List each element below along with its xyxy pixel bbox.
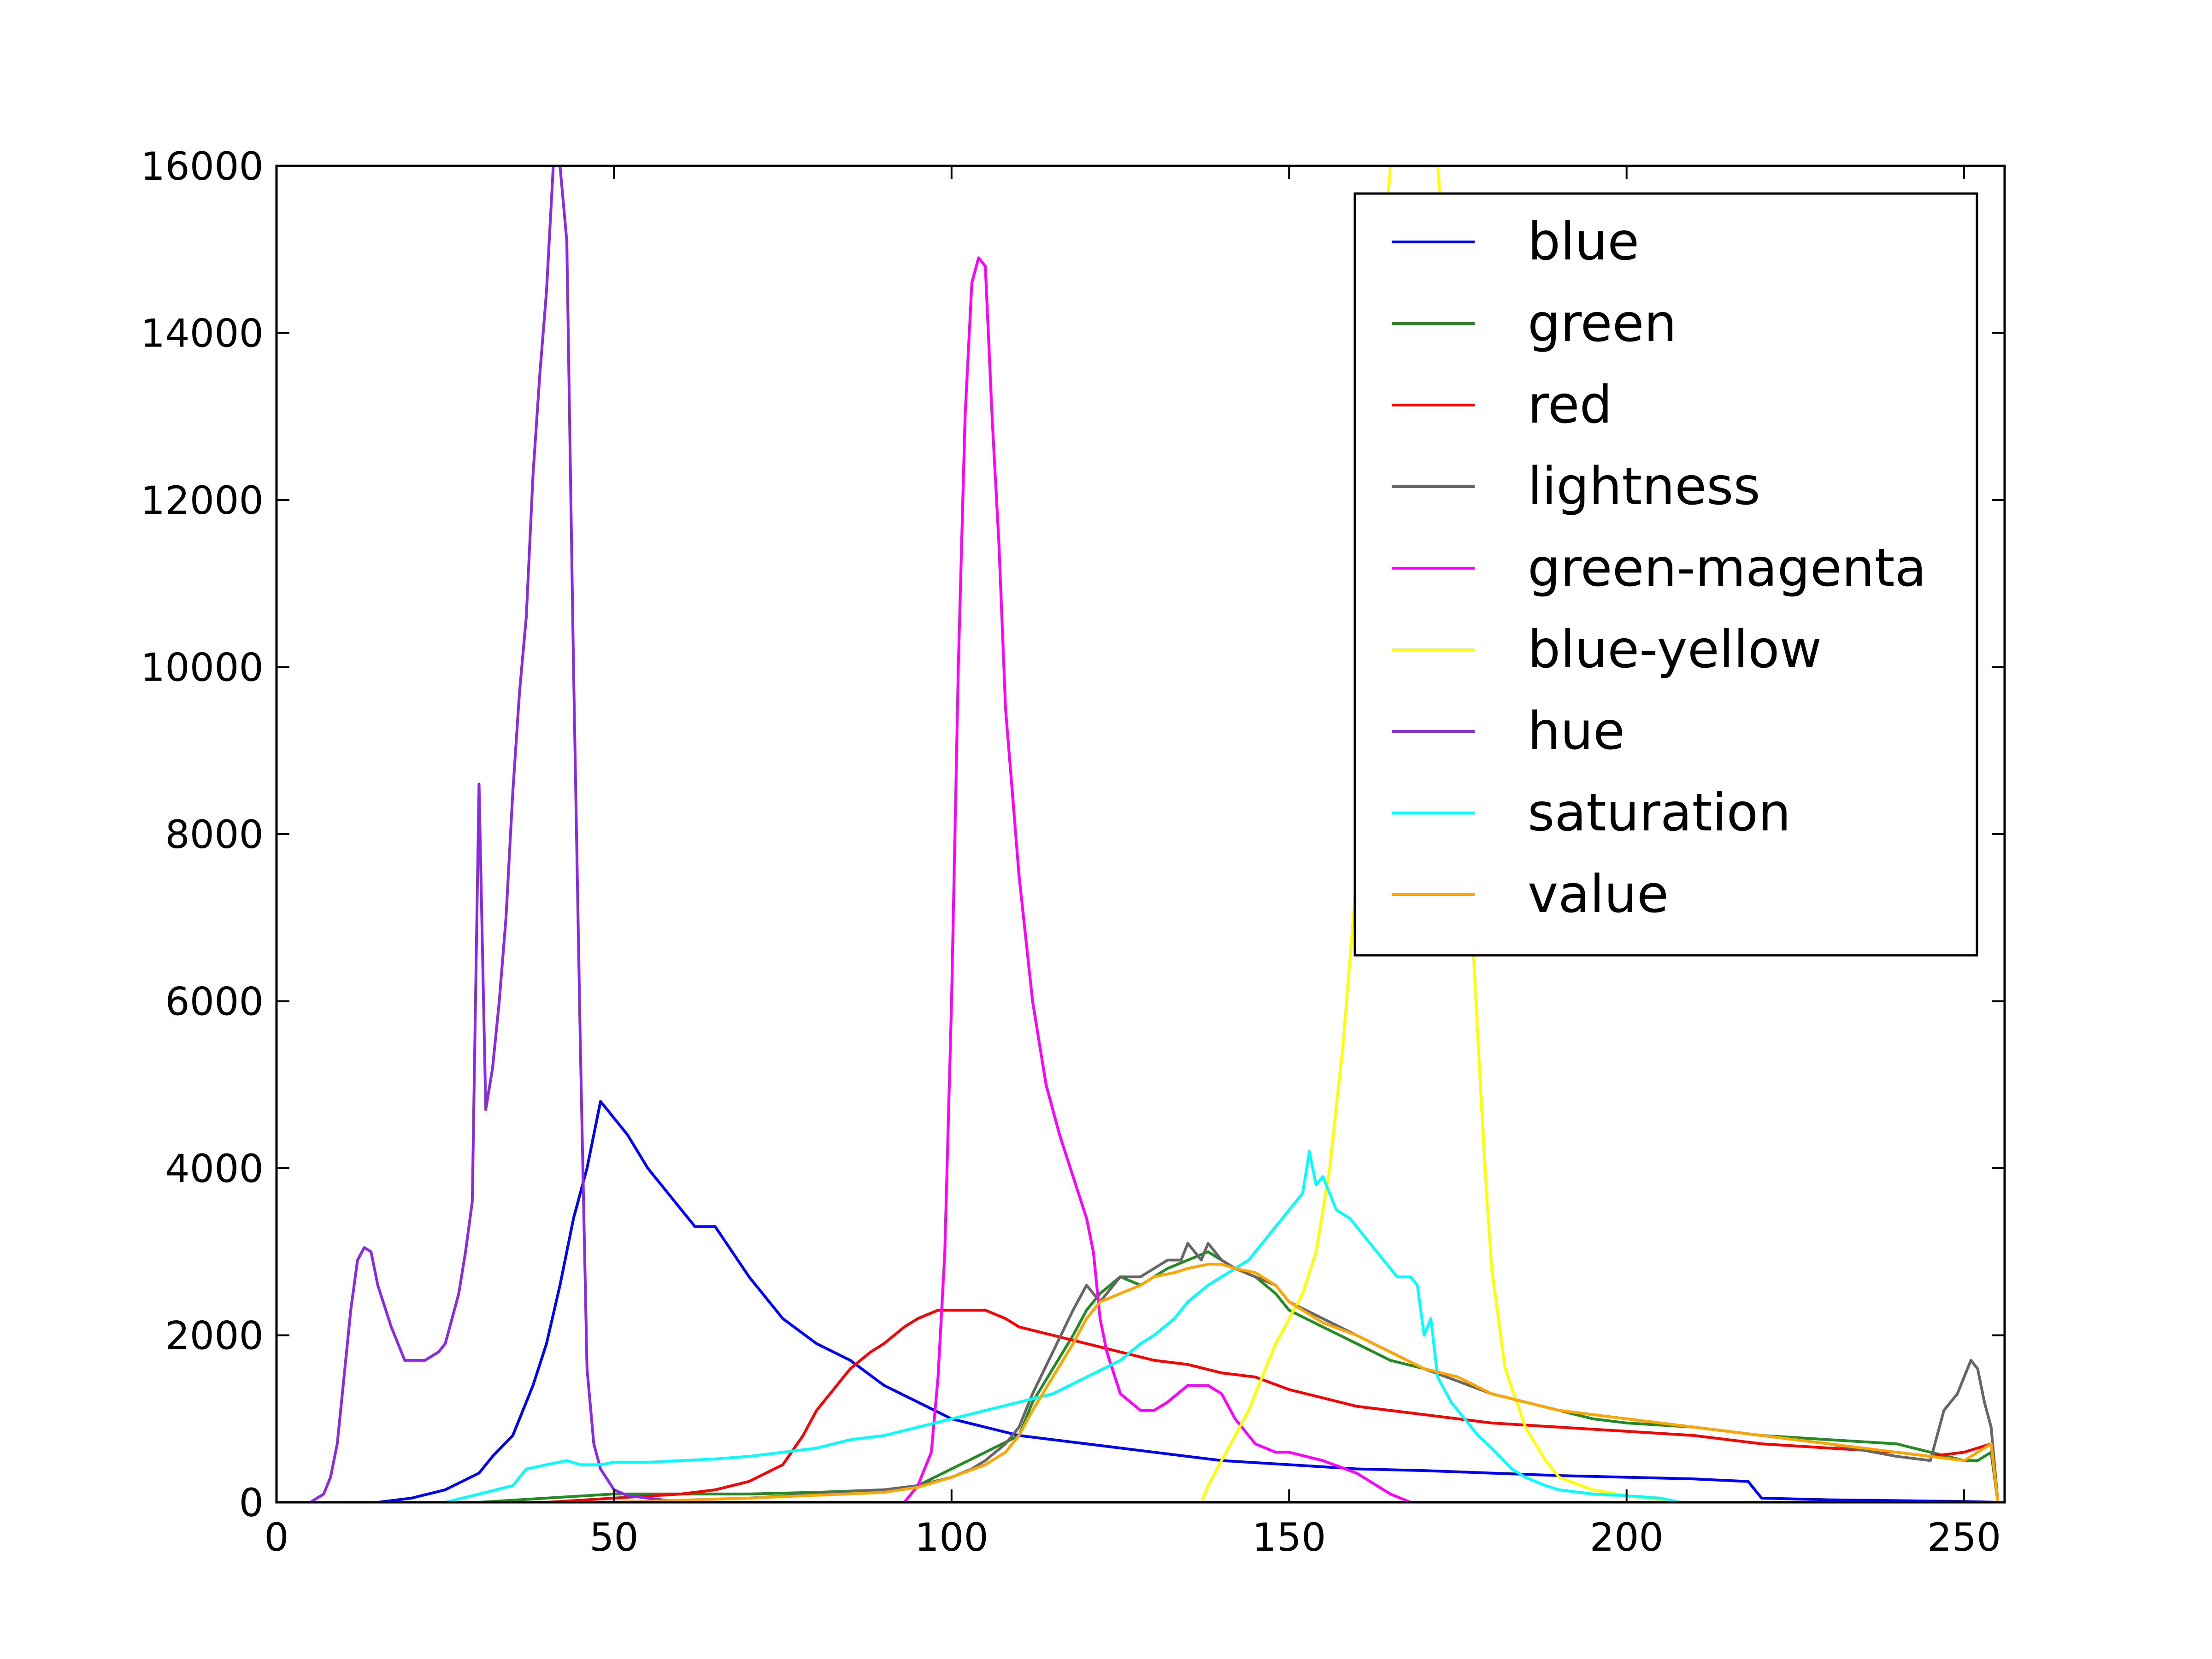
y-tick-label: 14000 <box>141 311 264 356</box>
series-line-lightness <box>276 1242 2000 1502</box>
series-line-blue <box>276 1100 1998 1502</box>
legend-label-saturation: saturation <box>1528 783 1791 843</box>
legend-label-hue: hue <box>1528 701 1625 761</box>
legend-label-blue-yellow: blue-yellow <box>1528 620 1822 680</box>
axes-layer: 0 50 100 150 200 250 0 2000 4000 6000 8000 10000 120… <box>141 144 2006 1560</box>
x-tick-label: 250 <box>1927 1515 2001 1560</box>
legend-box <box>1353 192 1978 957</box>
y-tick-label: 6000 <box>165 979 264 1024</box>
y-tick-label: 2000 <box>165 1313 264 1359</box>
x-tick-label: 200 <box>1590 1515 1664 1560</box>
legend-label-red: red <box>1528 375 1612 435</box>
series-line-green-magenta <box>276 256 1998 1502</box>
legend: blue green red lightness green-magenta blue-y… <box>1353 192 1978 957</box>
y-tick-label: 4000 <box>165 1146 264 1191</box>
series-layer <box>276 166 2000 1502</box>
x-tick-label: 150 <box>1252 1515 1326 1560</box>
legend-label-value: value <box>1528 865 1669 924</box>
x-tick-label: 50 <box>589 1515 639 1560</box>
legend-label-blue: blue <box>1528 212 1639 272</box>
legend-label-green: green <box>1528 294 1677 353</box>
y-tick-label: 0 <box>239 1480 264 1525</box>
series-line-red <box>276 1309 2000 1502</box>
y-tick-label: 12000 <box>141 478 264 523</box>
legend-label-lightness: lightness <box>1528 457 1760 517</box>
y-tick-label: 10000 <box>141 645 264 690</box>
series-line-blue-yellow <box>276 166 1998 1502</box>
y-tick-label: 16000 <box>141 144 264 189</box>
legend-label-green-magenta: green-magenta <box>1528 538 1926 598</box>
series-line-saturation <box>276 1150 1998 1502</box>
x-tick-label: 0 <box>264 1515 288 1560</box>
x-tick-label: 100 <box>915 1515 988 1560</box>
series-line-value <box>276 1263 2000 1502</box>
y-tick-label: 8000 <box>165 812 264 857</box>
series-line-hue <box>276 166 1998 1502</box>
